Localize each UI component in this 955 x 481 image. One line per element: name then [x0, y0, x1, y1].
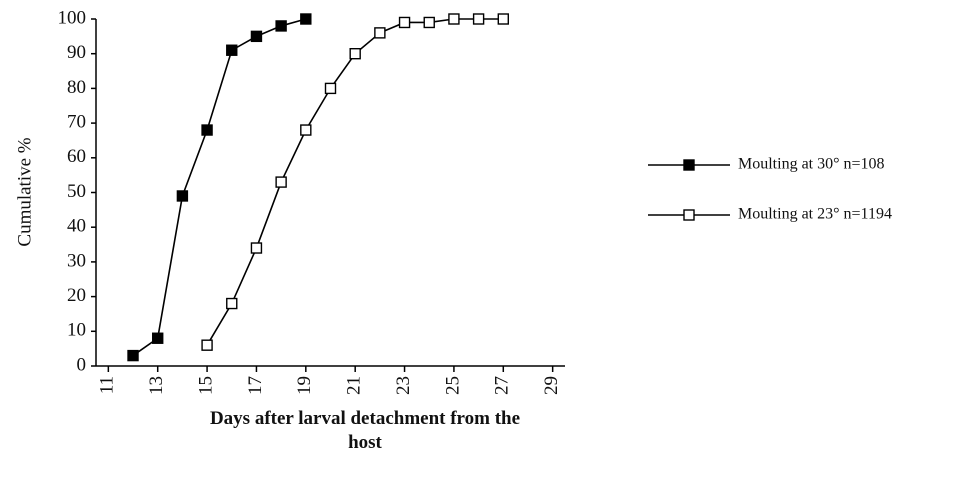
- x-tick-label: 19: [294, 376, 315, 395]
- legend-label: Moulting at 23° n=1194: [738, 206, 892, 223]
- x-tick-label: 15: [195, 376, 216, 395]
- x-tick-label: 17: [245, 376, 266, 395]
- y-tick-label: 10: [67, 320, 86, 341]
- y-tick-label: 70: [67, 111, 86, 132]
- x-axis-title: Days after larval detachment from the ho…: [209, 408, 521, 453]
- marker: [423, 16, 435, 29]
- x-tick-label: 29: [541, 376, 562, 395]
- y-tick-label: 30: [67, 250, 86, 271]
- marker: [250, 242, 263, 254]
- marker: [275, 176, 287, 188]
- y-tick-label: 80: [67, 77, 86, 98]
- marker: [275, 20, 287, 32]
- y-tick-label: 100: [58, 7, 87, 28]
- marker: [349, 48, 361, 60]
- marker: [300, 13, 312, 25]
- marker: [226, 44, 238, 56]
- marker: [201, 339, 213, 351]
- marker: [324, 82, 337, 95]
- marker: [472, 13, 485, 25]
- marker: [398, 16, 411, 29]
- x-tick-label: 11: [97, 376, 118, 394]
- marker: [201, 124, 213, 136]
- x-tick-label: 25: [442, 376, 463, 395]
- marker: [226, 297, 238, 310]
- x-tick-label: 23: [393, 376, 414, 395]
- marker: [374, 27, 386, 39]
- x-tick-label: 27: [492, 376, 513, 395]
- marker: [176, 190, 189, 202]
- marker: [300, 124, 312, 136]
- y-tick-label: 0: [77, 354, 87, 375]
- legend-label: Moulting at 30° n=108: [738, 156, 885, 173]
- legend-marker: [683, 209, 695, 221]
- x-tick-label: 13: [146, 376, 167, 395]
- y-axis-title: Cumulative %: [14, 137, 35, 246]
- marker: [152, 332, 164, 344]
- y-tick-label: 90: [67, 42, 86, 63]
- marker: [250, 30, 263, 43]
- series-line: [206, 18, 504, 346]
- legend-marker: [683, 159, 695, 171]
- y-tick-label: 20: [67, 285, 86, 306]
- y-tick-label: 50: [67, 181, 86, 202]
- y-tick-label: 60: [67, 146, 86, 167]
- marker: [127, 349, 139, 362]
- marker: [497, 13, 509, 25]
- marker: [448, 13, 460, 25]
- x-tick-label: 21: [344, 376, 365, 395]
- y-tick-label: 40: [67, 216, 86, 237]
